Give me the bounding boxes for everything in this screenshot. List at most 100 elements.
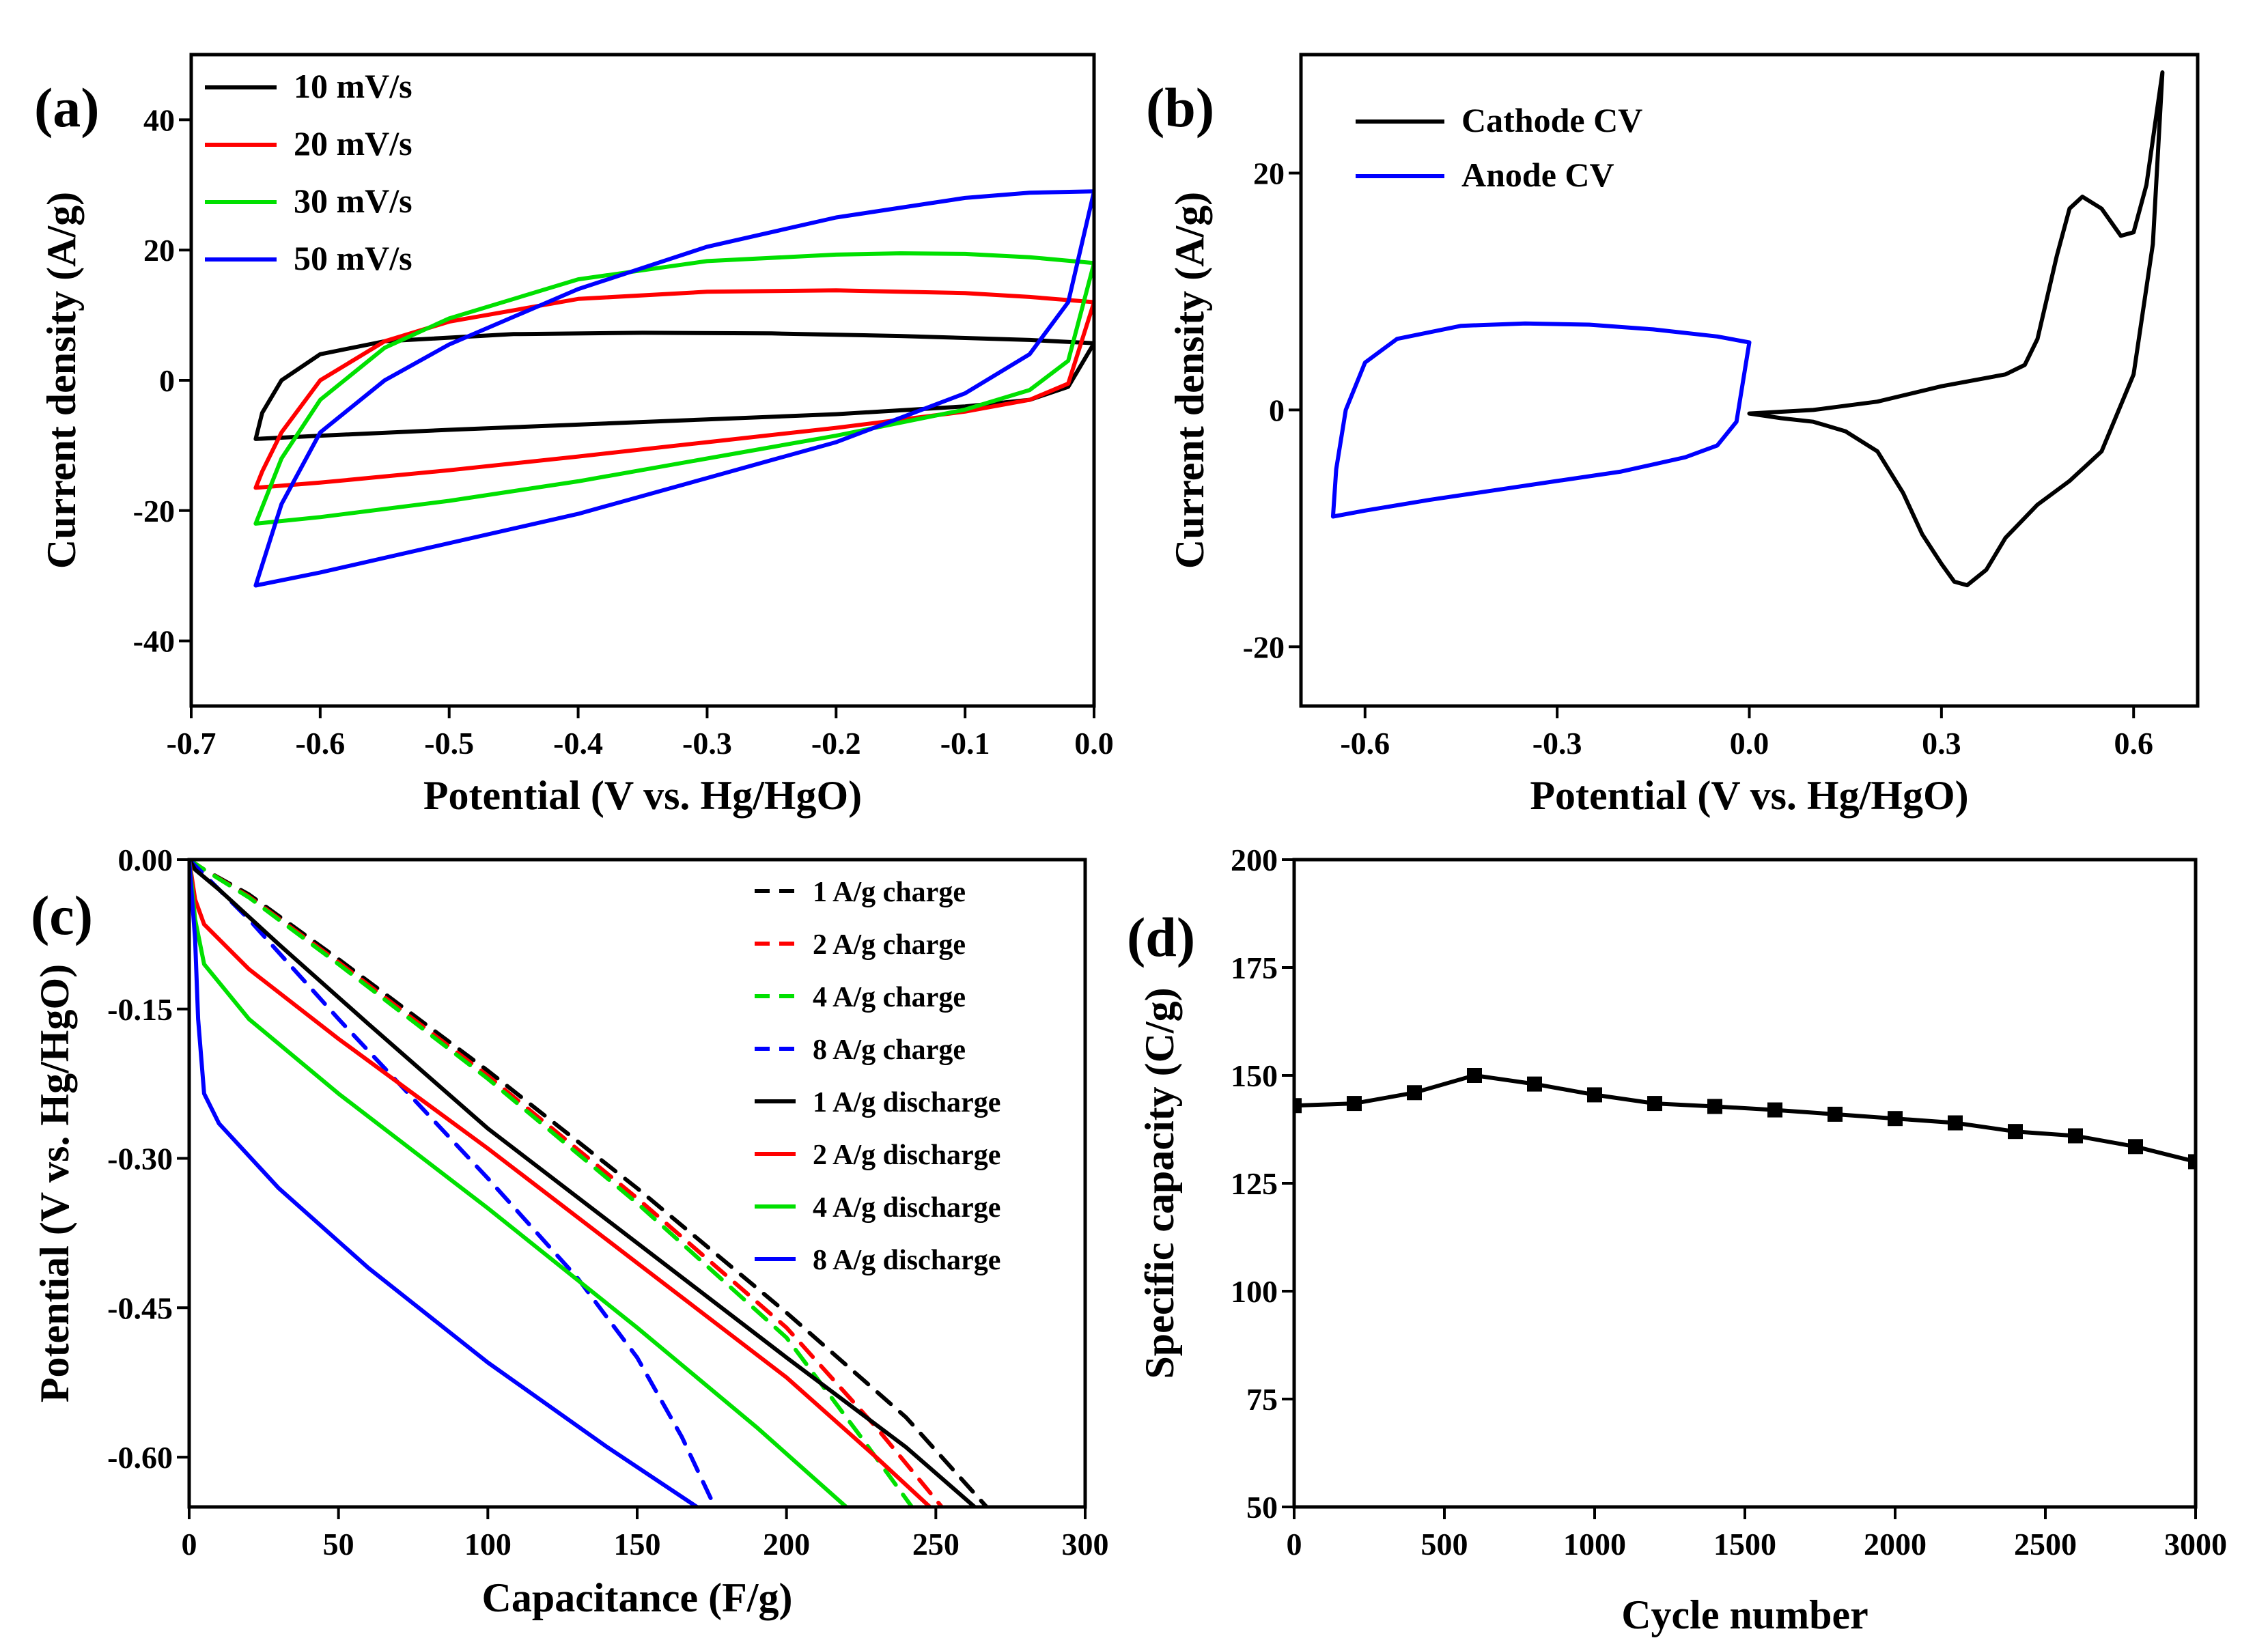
series-line-2 xyxy=(1330,321,1752,519)
y-tick-label: -0.45 xyxy=(107,1290,173,1325)
y-tick-label: -40 xyxy=(133,624,175,659)
y-tick-label: 175 xyxy=(1231,950,1278,985)
data-point xyxy=(1527,1076,1542,1092)
plot-frame xyxy=(1299,53,2200,708)
series-line-1 xyxy=(253,330,1094,441)
series-line-5 xyxy=(189,860,977,1507)
series-line-4 xyxy=(253,189,1094,588)
x-axis-title: Cycle number xyxy=(1621,1592,1868,1637)
y-tick-label: 40 xyxy=(143,102,175,137)
chart-panel-2: -0.6 -0.3 0.0 0.3 0.6 -20 0 20 Potential (V vs. … xyxy=(1146,53,2200,818)
legend-label: 8 A/g discharge xyxy=(813,1245,1000,1276)
series-line-1 xyxy=(1294,1073,2196,1164)
x-tick-label: 0 xyxy=(182,1527,197,1562)
x-tick-label: 1000 xyxy=(1563,1527,1626,1562)
x-axis-title: Potential (V vs. Hg/HgO) xyxy=(423,773,862,818)
x-tick-label: 3000 xyxy=(2164,1527,2227,1562)
x-tick-label: 1500 xyxy=(1713,1527,1776,1562)
y-tick-label: 75 xyxy=(1246,1382,1278,1417)
x-tick-label: 2500 xyxy=(2014,1527,2077,1562)
x-tick-label: -0.5 xyxy=(424,726,474,761)
x-tick-label: 0.6 xyxy=(2114,726,2153,761)
y-tick-label: -0.30 xyxy=(107,1142,173,1176)
y-tick-label: 0.00 xyxy=(118,843,173,877)
legend-label: 4 A/g charge xyxy=(813,982,966,1013)
data-point xyxy=(1767,1102,1782,1118)
series-line-3 xyxy=(253,251,1094,526)
data-point xyxy=(1467,1068,1482,1083)
plot-frame xyxy=(1292,858,2198,1509)
panel-label: (d) xyxy=(1127,906,1195,968)
data-point xyxy=(1828,1106,1843,1122)
legend-label: 50 mV/s xyxy=(294,239,412,277)
legend-label: Anode CV xyxy=(1461,156,1614,194)
legend: Cathode CV Anode CV xyxy=(1356,101,1642,194)
y-tick-label: 0 xyxy=(1269,393,1285,427)
data-point xyxy=(1347,1096,1362,1112)
y-tick-label: 50 xyxy=(1246,1490,1278,1525)
x-tick-label: 200 xyxy=(763,1527,810,1562)
x-tick-label: -0.2 xyxy=(811,726,861,761)
legend-label: 30 mV/s xyxy=(294,182,412,220)
y-axis-title: Specific capacity (C/g) xyxy=(1137,987,1182,1379)
x-tick-label: 300 xyxy=(1062,1527,1109,1562)
panel-label: (a) xyxy=(34,76,100,139)
y-tick-label: -0.15 xyxy=(107,992,173,1027)
x-tick-label: 100 xyxy=(464,1527,512,1562)
x-tick-label: -0.4 xyxy=(553,726,603,761)
x-tick-label: 500 xyxy=(1421,1527,1468,1562)
data-point xyxy=(2068,1128,2083,1144)
x-tick-label: 0.0 xyxy=(1730,726,1769,761)
chart-panel-4: 0 500 1000 1500 2000 2500 3000 50 75 100 125 150 175… xyxy=(1127,843,2227,1637)
data-point xyxy=(1587,1087,1602,1103)
data-point xyxy=(2188,1154,2196,1170)
data-point xyxy=(1888,1111,1903,1127)
y-tick-label: 20 xyxy=(143,233,175,268)
x-tick-label: -0.7 xyxy=(167,726,216,761)
y-tick-label: 20 xyxy=(1253,156,1285,190)
legend-label: 8 A/g charge xyxy=(813,1034,966,1066)
y-axis-title: Current density (A/g) xyxy=(39,192,84,569)
series-line-1 xyxy=(1747,70,2165,588)
x-tick-label: 0.0 xyxy=(1074,726,1114,761)
data-point xyxy=(1294,1098,1302,1114)
data-point xyxy=(2008,1124,2023,1140)
x-tick-label: -0.3 xyxy=(682,726,732,761)
series-line-6 xyxy=(189,860,932,1507)
x-tick-label: 2000 xyxy=(1864,1527,1927,1562)
series-group xyxy=(253,189,1094,588)
legend-label: 20 mV/s xyxy=(294,124,412,163)
x-tick-label: 150 xyxy=(614,1527,661,1562)
series-group xyxy=(1294,1068,2196,1170)
data-point xyxy=(1407,1085,1422,1101)
x-tick-label: 250 xyxy=(912,1527,960,1562)
legend-label: 2 A/g charge xyxy=(813,929,966,961)
legend-label: 1 A/g charge xyxy=(813,877,966,908)
x-tick-label: 0.3 xyxy=(1922,726,1961,761)
legend-label: 2 A/g discharge xyxy=(813,1140,1000,1171)
data-point xyxy=(2128,1139,2143,1155)
data-point xyxy=(1948,1115,1963,1131)
legend-label: 4 A/g discharge xyxy=(813,1192,1000,1224)
x-axis-title: Capacitance (F/g) xyxy=(482,1575,793,1620)
series-group xyxy=(189,860,989,1507)
y-axis-title: Current density (A/g) xyxy=(1167,192,1212,569)
legend: 1 A/g charge 2 A/g charge 4 A/g charge 8 A/… xyxy=(755,877,1000,1276)
y-tick-label: 125 xyxy=(1231,1166,1278,1201)
x-axis-title: Potential (V vs. Hg/HgO) xyxy=(1530,773,1968,818)
x-tick-label: -0.6 xyxy=(295,726,345,761)
x-tick-label: -0.1 xyxy=(940,726,990,761)
x-tick-label: -0.6 xyxy=(1340,726,1390,761)
y-tick-label: -0.60 xyxy=(107,1440,173,1475)
y-tick-label: 0 xyxy=(159,363,175,398)
y-tick-label: 200 xyxy=(1231,843,1278,877)
y-tick-label: 150 xyxy=(1231,1058,1278,1093)
chart-panel-3: 0 50 100 150 200 250 300 0.00 -0.15 -0.30 -0.45 -0.… xyxy=(31,843,1109,1620)
series-group xyxy=(1330,70,2165,588)
data-point xyxy=(1647,1096,1662,1112)
y-tick-label: 100 xyxy=(1231,1274,1278,1309)
panel-label: (c) xyxy=(31,884,93,946)
x-tick-label: -0.3 xyxy=(1532,726,1582,761)
panel-label: (b) xyxy=(1146,76,1214,139)
